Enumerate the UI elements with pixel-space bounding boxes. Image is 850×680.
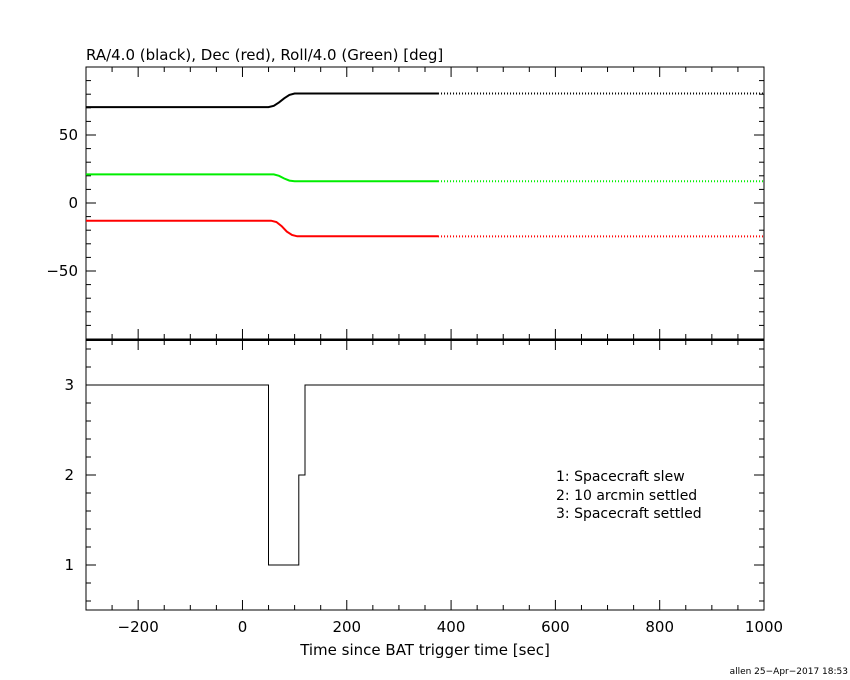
bottom-panel-ticks bbox=[85, 340, 765, 610]
top-panel-y-tick-labels: 50 0 −50 bbox=[46, 126, 78, 280]
x-tick-label: 800 bbox=[645, 618, 674, 636]
x-tick-label: 1000 bbox=[745, 618, 783, 636]
y-tick-label: 50 bbox=[59, 126, 78, 144]
x-tick-label: −200 bbox=[118, 618, 159, 636]
legend-item-1: 1: Spacecraft slew bbox=[556, 469, 685, 485]
series-line bbox=[86, 92, 438, 109]
x-tick-label: 0 bbox=[238, 618, 248, 636]
y-tick-label: 0 bbox=[68, 194, 78, 212]
top-panel-series bbox=[86, 92, 764, 238]
x-tick-label: 200 bbox=[332, 618, 361, 636]
top-panel-ticks bbox=[85, 67, 765, 339]
series-line bbox=[86, 219, 438, 238]
footer-credit: allen 25−Apr−2017 18:53 bbox=[730, 667, 848, 677]
y-tick-label: 3 bbox=[64, 376, 74, 394]
top-panel-title: RA/4.0 (black), Dec (red), Roll/4.0 (Gre… bbox=[86, 46, 443, 64]
x-tick-label: 600 bbox=[541, 618, 570, 636]
series-line bbox=[86, 384, 764, 566]
legend-item-3: 3: Spacecraft settled bbox=[556, 506, 702, 522]
y-tick-label: 1 bbox=[64, 556, 74, 574]
bottom-panel-x-tick-labels: −200 0 200 400 600 800 1000 bbox=[118, 618, 784, 636]
x-axis-label: Time since BAT trigger time [sec] bbox=[299, 641, 550, 659]
bottom-panel-series bbox=[86, 384, 764, 566]
series-line bbox=[86, 173, 438, 183]
y-tick-label: −50 bbox=[46, 262, 78, 280]
y-tick-label: 2 bbox=[64, 466, 74, 484]
legend-item-2: 2: 10 arcmin settled bbox=[556, 488, 697, 504]
bottom-panel-y-tick-labels: 3 2 1 bbox=[64, 376, 74, 574]
x-tick-label: 400 bbox=[437, 618, 466, 636]
